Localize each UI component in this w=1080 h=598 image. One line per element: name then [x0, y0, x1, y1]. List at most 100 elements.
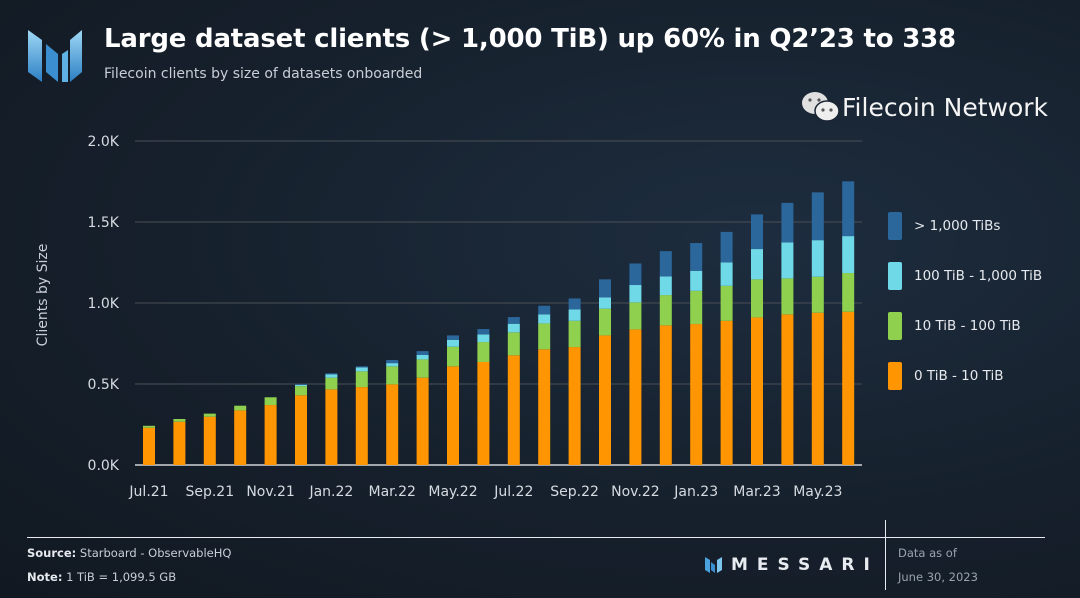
- x-tick-label: May.22: [428, 484, 477, 500]
- y-tick-label: 0.5K: [88, 377, 120, 393]
- bar-segment: [538, 323, 551, 350]
- bar-segment: [538, 349, 551, 465]
- bar-segment: [690, 324, 703, 465]
- bar-segment: [751, 279, 763, 318]
- legend-label: > 1,000 TiBs: [914, 218, 1001, 234]
- legend-item: 10 TiB - 100 TiB: [888, 312, 1021, 340]
- bar-segment: [386, 363, 399, 367]
- y-tick-label: 0.0K: [88, 458, 120, 474]
- bar-segment: [507, 332, 520, 356]
- bar-segment: [842, 311, 855, 465]
- messari-logo-icon: [28, 30, 82, 82]
- watermark-text: Filecoin Network: [842, 92, 1048, 122]
- bar-segment: [781, 202, 794, 243]
- bar-segment: [507, 323, 520, 333]
- bar-segment: [781, 242, 794, 279]
- bar-segment: [386, 360, 399, 364]
- bar-segment: [842, 181, 855, 237]
- bar-segment: [416, 355, 429, 360]
- bar-segment: [234, 410, 247, 465]
- bar-segment: [781, 314, 794, 465]
- bar-segment: [720, 320, 733, 465]
- bar-segment: [203, 413, 216, 417]
- chart-subtitle: Filecoin clients by size of datasets onb…: [104, 66, 423, 82]
- footer-divider: [27, 537, 1045, 538]
- bar-segment: [811, 192, 824, 241]
- x-tick-label: Nov.21: [246, 484, 295, 500]
- bar-segment: [720, 285, 733, 321]
- bar-segment: [264, 397, 277, 406]
- bar-segment: [690, 270, 703, 291]
- bar-segment: [477, 329, 490, 335]
- bar-segment: [751, 249, 763, 280]
- note-label: Note:: [27, 570, 63, 584]
- bar-segment: [720, 262, 733, 286]
- bar-segment: [599, 335, 611, 465]
- bar-segment: [295, 395, 307, 465]
- bar-segment: [690, 290, 703, 325]
- messari-mark-icon: [705, 557, 722, 573]
- x-tick-label: Jul.21: [128, 484, 168, 500]
- bar-segment: [173, 418, 186, 422]
- bar-segment: [811, 312, 824, 465]
- bar-segment: [386, 384, 399, 465]
- y-tick-label: 2.0K: [88, 134, 120, 150]
- bar-segment: [720, 231, 733, 263]
- bar-segment: [295, 386, 307, 396]
- bar-segment: [507, 355, 520, 465]
- bar-segment: [143, 427, 155, 465]
- chart-title: Large dataset clients (> 1,000 TiB) up 6…: [104, 24, 956, 54]
- bar-segment: [507, 317, 520, 324]
- x-tick-label: Mar.22: [368, 484, 415, 500]
- x-tick-label: Jul.22: [493, 484, 533, 500]
- bar-segment: [143, 425, 155, 428]
- bar-segment: [416, 359, 429, 378]
- bar-segment: [629, 329, 642, 465]
- legend-label: 0 TiB - 10 TiB: [914, 368, 1004, 384]
- bar-segment: [355, 371, 368, 388]
- bar-segment: [599, 308, 611, 336]
- bar-segment: [234, 405, 247, 411]
- legend-item: 0 TiB - 10 TiB: [888, 362, 1004, 390]
- bar-segment: [325, 377, 338, 390]
- bar-segment: [599, 297, 611, 309]
- bar-segment: [659, 295, 672, 326]
- bar-segment: [568, 309, 581, 321]
- brand-name: MESSARI: [731, 555, 879, 575]
- data-date: June 30, 2023: [898, 570, 978, 584]
- x-tick-label: Nov.22: [611, 484, 660, 500]
- legend-swatch: [888, 262, 902, 290]
- bar-segment: [325, 374, 338, 378]
- bar-segment: [386, 366, 399, 385]
- note-value: 1 TiB = 1,099.5 GB: [66, 570, 177, 584]
- watermark: Filecoin Network: [800, 90, 1048, 124]
- legend-item: > 1,000 TiBs: [888, 212, 1000, 240]
- source-value: Starboard - ObservableHQ: [79, 546, 232, 560]
- x-tick-label: Sep.21: [185, 484, 234, 500]
- bar-segment: [477, 342, 490, 362]
- bar-segment: [842, 273, 855, 312]
- legend-swatch: [888, 312, 902, 340]
- bar-segment: [568, 298, 581, 310]
- bar-segment: [538, 305, 551, 315]
- bar-segment: [781, 278, 794, 315]
- bar-segment: [447, 339, 459, 347]
- bar-segment: [751, 317, 763, 465]
- x-tick-label: Jan.23: [673, 484, 718, 500]
- x-tick-label: Jan.22: [308, 484, 353, 500]
- bar-segment: [325, 373, 338, 375]
- bar-segment: [538, 314, 551, 324]
- wechat-icon: [802, 92, 840, 122]
- data-as-of-label: Data as of: [898, 546, 957, 560]
- bar-segment: [264, 405, 277, 465]
- bar-segment: [416, 351, 429, 356]
- bar-segment: [416, 377, 429, 465]
- source-label: Source:: [27, 546, 77, 560]
- bar-segment: [355, 387, 368, 465]
- bar-segment: [477, 361, 490, 465]
- x-tick-label: May.23: [793, 484, 842, 500]
- y-tick-label: 1.0K: [88, 296, 120, 312]
- bar-segment: [842, 236, 855, 274]
- bar-segment: [295, 384, 307, 387]
- bar-segment: [477, 334, 490, 343]
